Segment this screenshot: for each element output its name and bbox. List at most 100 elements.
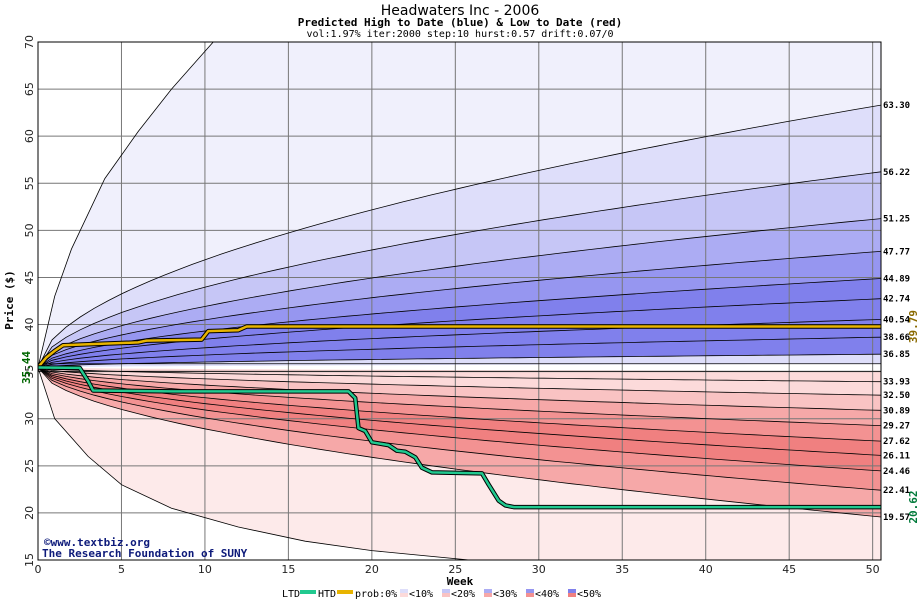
y-tick-45: 45 [23, 270, 36, 284]
low-quantile-label-6: 24.46 [883, 467, 910, 477]
y-tick-15: 15 [23, 553, 36, 567]
legend-ltd-swatch [300, 590, 316, 594]
contour-8 [38, 353, 881, 368]
contour-2 [38, 218, 881, 368]
x-tick-20: 20 [365, 563, 379, 576]
legend-bin-label-3: <40% [535, 589, 559, 600]
credit-site: ©www.textbiz.org [44, 536, 150, 549]
contour-4 [38, 278, 881, 368]
high-quantile-label-4: 44.89 [883, 274, 910, 284]
y-tick-60: 60 [23, 129, 36, 143]
low-quantile-label-2: 30.89 [883, 406, 910, 416]
y-tick-40: 40 [23, 318, 36, 332]
band-low-outer [38, 367, 881, 560]
ltd-line [38, 366, 881, 509]
contour-10 [38, 367, 881, 396]
legend-ltd-label: LTD [282, 589, 300, 600]
low-quantile-label-1: 32.50 [883, 391, 910, 401]
y-axis-label: Price ($) [3, 270, 16, 330]
x-tick-15: 15 [281, 563, 295, 576]
band-high-3 [38, 251, 881, 368]
contour-outer-high [38, 42, 214, 368]
contour-0 [38, 104, 881, 368]
probability-bands [38, 42, 881, 560]
band-low-6 [38, 367, 881, 491]
legend-bin-label-1: <20% [451, 589, 475, 600]
contour-7 [38, 336, 881, 368]
legend-probability-bins: <10% <20% <30% <40% <50% [400, 589, 601, 600]
band-high-4 [38, 278, 881, 368]
low-quantile-label-0: 33.93 [883, 378, 910, 388]
high-quantile-label-8: 36.85 [883, 350, 910, 360]
high-quantile-label-2: 51.25 [883, 215, 910, 225]
band-high-5 [38, 298, 881, 368]
band-high-inner [38, 354, 881, 368]
contour-6 [38, 319, 881, 368]
x-tick-50: 50 [866, 563, 880, 576]
price-series [38, 324, 881, 510]
legend-bin-label-2: <30% [493, 589, 517, 600]
band-high-outer [38, 42, 881, 368]
high-quantile-label-0: 63.30 [883, 101, 910, 111]
legend-bin-blue-2 [484, 589, 492, 593]
y-tick-30: 30 [23, 412, 36, 426]
band-high-0 [38, 105, 881, 368]
x-tick-0: 0 [35, 563, 42, 576]
y-tick-55: 55 [23, 176, 36, 190]
x-tick-45: 45 [782, 563, 796, 576]
legend-bin-blue-0 [400, 589, 408, 593]
band-low-2 [38, 367, 881, 426]
band-low-3 [38, 367, 881, 442]
start-price-label: 35.44 [20, 351, 33, 384]
high-quantile-label-1: 56.22 [883, 168, 910, 178]
x-tick-10: 10 [198, 563, 212, 576]
x-tick-40: 40 [699, 563, 713, 576]
contour-1 [38, 171, 881, 368]
high-quantile-label-3: 47.77 [883, 247, 910, 257]
low-quantile-label-4: 27.62 [883, 437, 910, 447]
y-axis-ticks: 15 20 25 30 35 40 45 50 55 60 65 70 [23, 35, 36, 567]
band-high-6 [38, 319, 881, 368]
ltd-end-value: 20.62 [907, 491, 920, 524]
legend: LTD HTD prob:0% <10% <20% <30% <40% <50% [282, 589, 601, 600]
htd-end-value: 39.79 [907, 310, 920, 343]
legend-htd-label: HTD [318, 589, 336, 600]
credit-organization: The Research Foundation of SUNY [42, 547, 248, 560]
legend-bin-blue-4 [568, 589, 576, 593]
legend-bin-label-0: <10% [409, 589, 433, 600]
contour-3 [38, 251, 881, 368]
x-tick-25: 25 [448, 563, 462, 576]
chart-title: Headwaters Inc - 2006 [381, 3, 540, 19]
plot-frame [37, 41, 882, 561]
contour-11 [38, 367, 881, 411]
high-quantile-label-7: 38.66 [883, 333, 910, 343]
x-tick-5: 5 [118, 563, 125, 576]
x-axis-ticks: 0 5 10 15 20 25 30 35 40 45 50 [35, 563, 880, 576]
band-low-1 [38, 367, 881, 411]
low-quantile-label-5: 26.11 [883, 451, 910, 461]
band-high-7 [38, 337, 881, 368]
contour-13 [38, 367, 881, 442]
contour-16 [38, 367, 881, 491]
y-tick-25: 25 [23, 459, 36, 473]
band-high-2 [38, 218, 881, 368]
contour-15 [38, 367, 881, 472]
x-tick-35: 35 [615, 563, 629, 576]
contour-14 [38, 367, 881, 456]
band-low-7 [38, 367, 881, 517]
quantile-contours [38, 42, 881, 560]
band-low-5 [38, 367, 881, 471]
low-quantile-label-7: 22.41 [883, 486, 910, 496]
y-tick-65: 65 [23, 82, 36, 96]
low-quantile-label-8: 19.57 [883, 513, 910, 523]
chart-parameters: vol:1.97% iter:2000 step:10 hurst:0.57 d… [306, 29, 613, 40]
contour-outer-low [38, 367, 474, 560]
legend-bin-blue-1 [442, 589, 450, 593]
x-axis-label: Week [447, 575, 474, 588]
high-quantile-label-6: 40.54 [883, 315, 911, 325]
contour-9 [38, 367, 881, 383]
right-quantile-labels: 63.30 56.22 51.25 47.77 44.89 42.74 40.54 38.66… [20, 101, 920, 524]
y-tick-50: 50 [23, 223, 36, 237]
low-quantile-label-3: 29.27 [883, 422, 910, 432]
legend-htd-swatch [337, 590, 353, 594]
